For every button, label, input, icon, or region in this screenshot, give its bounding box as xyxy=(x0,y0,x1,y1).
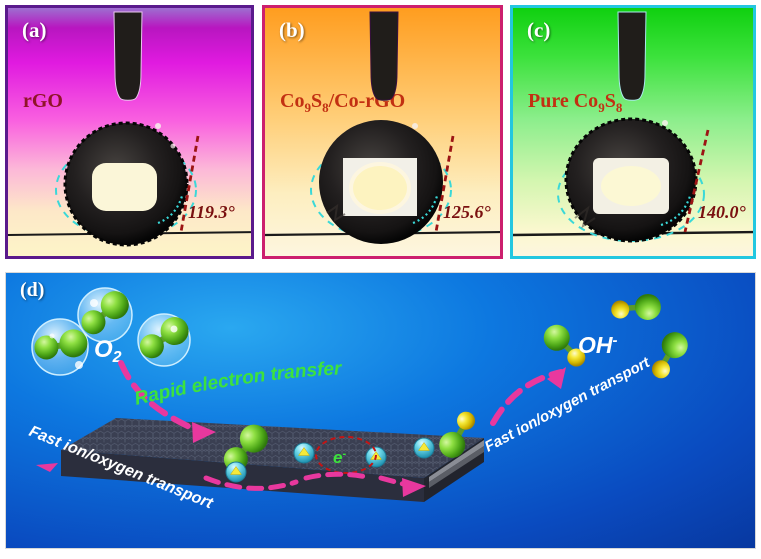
svg-text:O2: O2 xyxy=(94,336,122,366)
svg-text:OH-: OH- xyxy=(578,332,618,358)
